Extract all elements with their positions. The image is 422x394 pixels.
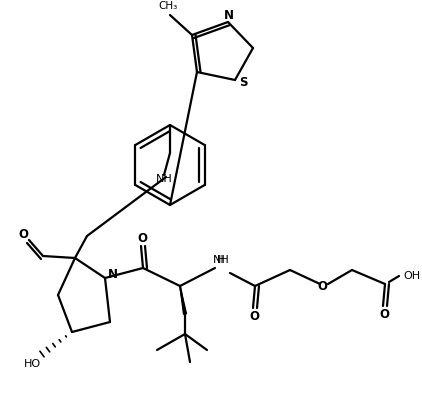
Text: O: O bbox=[317, 279, 327, 292]
Text: O: O bbox=[18, 227, 28, 240]
Text: OH: OH bbox=[403, 271, 420, 281]
Text: N: N bbox=[108, 268, 118, 281]
Text: H: H bbox=[217, 255, 225, 265]
Text: NH: NH bbox=[213, 255, 230, 265]
Text: O: O bbox=[137, 232, 147, 245]
Text: HO: HO bbox=[24, 359, 41, 369]
Text: NH: NH bbox=[156, 174, 173, 184]
Text: O: O bbox=[379, 309, 389, 322]
Text: S: S bbox=[239, 76, 247, 89]
Text: O: O bbox=[249, 310, 259, 323]
Polygon shape bbox=[180, 286, 187, 314]
Text: CH₃: CH₃ bbox=[158, 1, 178, 11]
Text: N: N bbox=[224, 9, 234, 22]
